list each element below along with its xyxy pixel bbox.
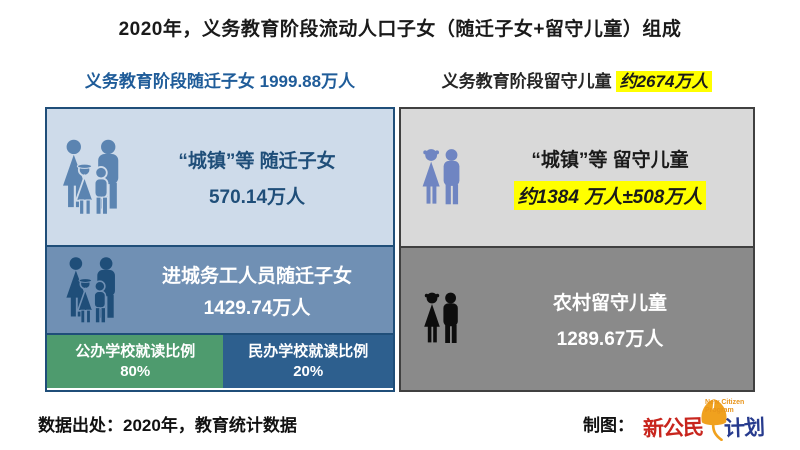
credit-label: 制图： bbox=[583, 416, 634, 435]
couple-icon bbox=[401, 147, 481, 209]
urban-leftbehind-box: “城镇”等 留守儿童 约1384 万人±508万人 bbox=[401, 109, 753, 248]
rural-leftbehind-value: 1289.67万人 bbox=[556, 328, 664, 350]
ginkgo-leaf-icon bbox=[699, 397, 729, 446]
logo: 新公民 计划 New Citizen Program bbox=[643, 396, 773, 444]
worker-migrant-value: 1429.74万人 bbox=[203, 297, 311, 319]
couple-icon bbox=[401, 290, 481, 348]
family-icon bbox=[47, 137, 135, 217]
logo-text-en-line1: New Citizen bbox=[705, 399, 745, 406]
migrant-panel: “城镇”等 随迁子女 570.14万人 进城务工人员随迁子女 1429.74万人… bbox=[45, 107, 395, 392]
leftbehind-header-label: 义务教育阶段留守儿童 bbox=[441, 72, 612, 91]
rural-leftbehind-box: 农村留守儿童 1289.67万人 bbox=[401, 248, 753, 390]
logo-text-cn-red: 新公民 bbox=[642, 415, 704, 442]
public-school-box: 公办学校就读比例 80% bbox=[47, 335, 224, 388]
urban-leftbehind-value: 约1384 万人±508万人 bbox=[513, 181, 707, 210]
page-title: 2020年，义务教育阶段流动人口子女（随迁子女+留守儿童）组成 bbox=[118, 19, 682, 40]
school-ratio-row: 公办学校就读比例 80% 民办学校就读比例 20% bbox=[47, 333, 393, 388]
public-school-pct: 80% bbox=[120, 362, 151, 380]
leftbehind-header: 义务教育阶段留守儿童 约2674万人 bbox=[399, 67, 755, 92]
public-school-label: 公办学校就读比例 bbox=[75, 343, 196, 360]
rural-leftbehind-label: 农村留守儿童 bbox=[552, 292, 667, 314]
migrant-header: 义务教育阶段随迁子女 1999.88万人 bbox=[45, 67, 395, 92]
worker-migrant-label: 进城务工人员随迁子女 bbox=[161, 265, 352, 287]
private-school-pct: 20% bbox=[293, 362, 324, 380]
private-school-label: 民办学校就读比例 bbox=[248, 343, 369, 360]
migrant-header-value: 1999.88万人 bbox=[259, 72, 356, 91]
urban-leftbehind-label: “城镇”等 留守儿童 bbox=[531, 150, 689, 171]
urban-migrant-label: “城镇”等 随迁子女 bbox=[178, 150, 336, 172]
logo-text-en: New Citizen Program bbox=[705, 399, 744, 414]
leftbehind-panel: “城镇”等 留守儿童 约1384 万人±508万人 农村留守儿童 1289.67… bbox=[399, 107, 755, 392]
urban-migrant-box: “城镇”等 随迁子女 570.14万人 bbox=[47, 109, 393, 247]
logo-text-en-line2: Program bbox=[705, 406, 734, 414]
migrant-header-label: 义务教育阶段随迁子女 bbox=[84, 72, 255, 91]
private-school-box: 民办学校就读比例 20% bbox=[223, 335, 393, 388]
leftbehind-header-value: 约2674万人 bbox=[615, 71, 713, 92]
worker-migrant-box: 进城务工人员随迁子女 1429.74万人 bbox=[47, 247, 393, 333]
data-source: 数据出处：2020年，教育统计数据 bbox=[38, 416, 297, 435]
family-icon bbox=[47, 254, 135, 326]
urban-migrant-value: 570.14万人 bbox=[208, 186, 306, 208]
logo-text-cn-blue: 计划 bbox=[723, 416, 765, 441]
